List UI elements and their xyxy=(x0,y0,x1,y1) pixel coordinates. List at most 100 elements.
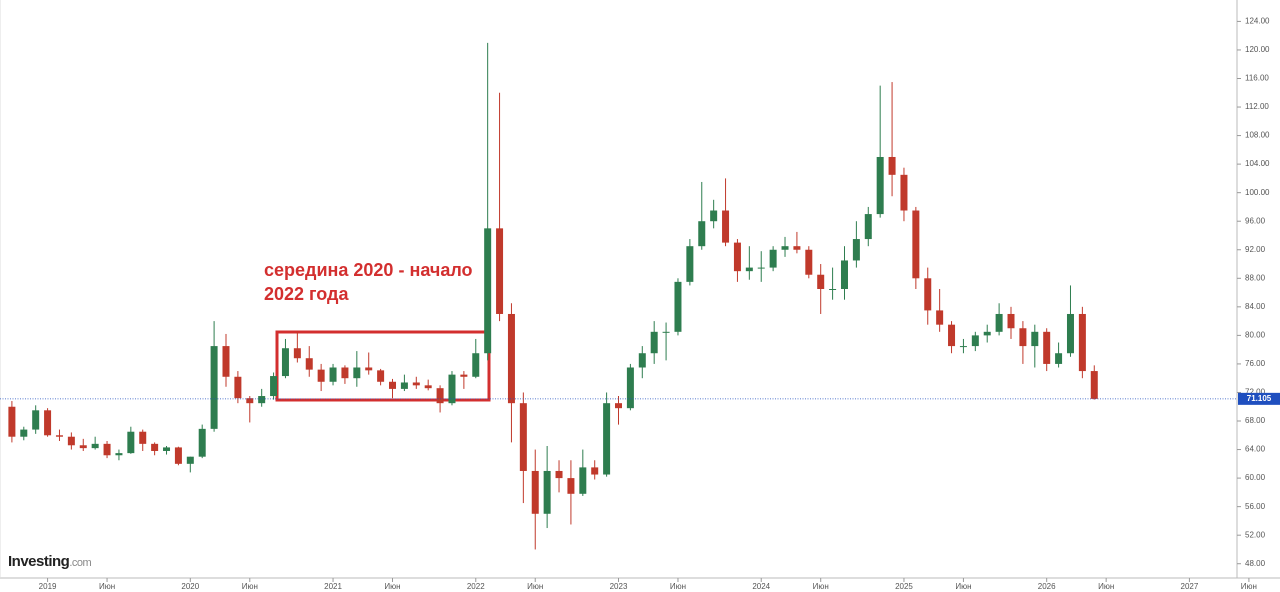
candle-body xyxy=(936,310,944,325)
candle-body xyxy=(543,470,551,514)
candle-body xyxy=(44,410,52,436)
candle-body xyxy=(1031,331,1039,347)
x-tick-label: Июн xyxy=(242,582,258,591)
candle-body xyxy=(448,374,456,404)
candle-body xyxy=(222,346,230,377)
candle-body xyxy=(793,246,801,250)
x-tick-label: 2022 xyxy=(467,582,485,591)
brand-suffix: .com xyxy=(69,557,92,569)
candle-body xyxy=(8,406,16,437)
candle-body xyxy=(591,467,599,475)
candle-body xyxy=(674,281,682,332)
x-tick-label: 2021 xyxy=(324,582,342,591)
candle-body xyxy=(20,429,28,437)
candle-body xyxy=(246,398,254,404)
candle-body xyxy=(864,214,872,240)
x-tick-label: Июн xyxy=(99,582,115,591)
candle-body xyxy=(900,174,908,211)
candle-body xyxy=(329,367,337,382)
candle-body xyxy=(127,431,135,454)
annotation: середина 2020 - начало 2022 года xyxy=(264,260,473,304)
candle-body xyxy=(151,443,159,451)
candle-body xyxy=(948,324,956,347)
candle-body xyxy=(971,335,979,347)
y-tick-label: 56.00 xyxy=(1245,502,1266,511)
x-tick-label: Июн xyxy=(1241,582,1257,591)
candle-body xyxy=(472,353,480,377)
candle-body xyxy=(722,210,730,243)
candle-body xyxy=(507,313,515,404)
candle-body xyxy=(840,260,848,289)
x-tick-label: Июн xyxy=(1098,582,1114,591)
y-tick-label: 120.00 xyxy=(1245,45,1270,54)
y-tick-label: 64.00 xyxy=(1245,445,1266,454)
candle-body xyxy=(79,445,87,449)
candle-body xyxy=(579,467,587,494)
x-tick-label: Июн xyxy=(384,582,400,591)
candle-body xyxy=(389,381,397,389)
candle-body xyxy=(531,470,539,514)
x-tick-label: 2023 xyxy=(610,582,628,591)
candle-body xyxy=(365,367,373,371)
candle-body xyxy=(270,376,278,397)
candle-body xyxy=(733,242,741,272)
x-tick-label: Июн xyxy=(527,582,543,591)
candle-body xyxy=(484,228,492,354)
candle-body xyxy=(983,331,991,336)
candle-body xyxy=(424,385,432,389)
brand-logo: Investing.com xyxy=(8,553,92,570)
candle-body xyxy=(615,403,622,409)
candle-body xyxy=(234,376,242,399)
candle-body xyxy=(638,353,646,368)
x-tick-label: Июн xyxy=(670,582,686,591)
candle-body xyxy=(91,443,99,449)
y-tick-label: 100.00 xyxy=(1245,188,1270,197)
candle-body xyxy=(567,478,575,494)
candle-body xyxy=(745,267,753,272)
x-tick-label: 2019 xyxy=(39,582,57,591)
candle-body xyxy=(55,435,63,437)
candle-body xyxy=(210,346,218,429)
candle-body xyxy=(757,267,765,269)
candle-body xyxy=(377,370,385,382)
brand-name: Investing xyxy=(8,553,70,570)
candle-body xyxy=(1043,331,1051,364)
candle-body xyxy=(1019,328,1027,347)
candle-body xyxy=(876,156,884,215)
y-tick-label: 96.00 xyxy=(1245,216,1266,225)
candle-body xyxy=(341,367,349,379)
candle-body xyxy=(710,210,718,222)
candle-body xyxy=(293,348,301,359)
candle-body xyxy=(924,278,932,311)
y-tick-label: 84.00 xyxy=(1245,302,1266,311)
candle-body xyxy=(817,274,825,289)
candle-body xyxy=(103,443,111,456)
candle-body xyxy=(412,382,420,386)
candle-body xyxy=(174,447,182,464)
y-tick-label: 108.00 xyxy=(1245,131,1270,140)
candle-body xyxy=(829,289,837,290)
candle-body xyxy=(1078,313,1086,372)
candle-body xyxy=(305,358,313,370)
candle-body xyxy=(995,313,1003,332)
y-tick-label: 72.00 xyxy=(1245,388,1266,397)
x-tick-label: Июн xyxy=(813,582,829,591)
candle-body xyxy=(115,453,123,456)
candle-body xyxy=(198,428,206,457)
candle-body xyxy=(496,228,504,314)
candle-body xyxy=(460,374,468,377)
y-tick-label: 52.00 xyxy=(1245,530,1266,539)
candle-body xyxy=(186,456,194,464)
x-tick-label: 2025 xyxy=(895,582,913,591)
x-tick-label: 2026 xyxy=(1038,582,1056,591)
candle-body xyxy=(163,447,171,451)
x-tick-label: 2020 xyxy=(181,582,199,591)
y-tick-label: 92.00 xyxy=(1245,245,1266,254)
candle-body xyxy=(1007,313,1015,329)
highlight-box xyxy=(275,330,491,402)
candle-body xyxy=(353,367,361,379)
candle-body xyxy=(519,403,527,471)
candle-body xyxy=(1066,313,1074,354)
